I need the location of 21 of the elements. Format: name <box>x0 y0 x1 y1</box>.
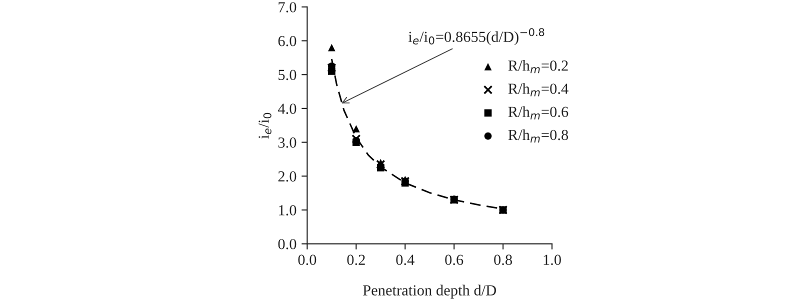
y-axis-title: i$_{e}$/i$_{0}$ <box>258 112 272 139</box>
x-tick-label: 0.2 <box>347 254 365 266</box>
y-tick-label: 1.0 <box>279 205 296 216</box>
x-tick-label: 1.0 <box>544 254 561 266</box>
x-axis-title: Penetration depth d/D <box>363 284 496 299</box>
legend-label: R/h$_{m}$=0.4 <box>508 83 568 96</box>
y-tick-label: 4.0 <box>278 104 296 114</box>
x-tick-label: 0.6 <box>445 254 464 266</box>
legend-label: R/h$_{m}$=0.6 <box>508 106 568 120</box>
annotation: i$_{e}$/i$_{0}$=0.8655(d/D)$^{−0.8}$ <box>408 28 544 46</box>
legend-label: R/h$_{m}$=0.2 <box>508 60 568 74</box>
y-tick-label: 0.0 <box>278 238 296 250</box>
y-tick-label: 6.0 <box>278 36 296 46</box>
x-tick-label: 0.0 <box>298 254 316 266</box>
y-tick-label: 2.0 <box>278 171 296 182</box>
x-tick-label: 0.4 <box>396 254 414 266</box>
x-tick-label: 0.8 <box>494 254 512 266</box>
y-tick-label: 7.0 <box>278 2 296 12</box>
y-tick-label: 5.0 <box>278 70 296 80</box>
legend-label: R/h$_{m}$=0.8 <box>508 129 568 142</box>
y-tick-label: 3.0 <box>278 137 296 148</box>
